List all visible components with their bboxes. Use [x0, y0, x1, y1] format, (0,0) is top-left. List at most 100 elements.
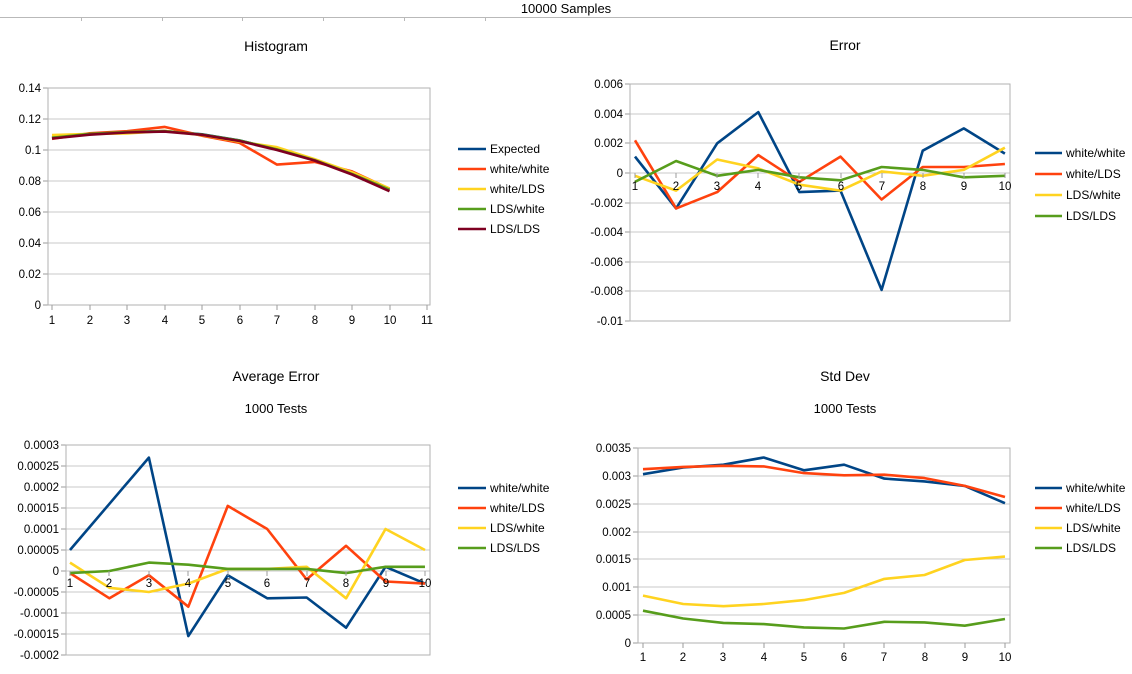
y-axis-label: 0.0005 [596, 610, 631, 622]
plot-border [47, 87, 431, 306]
series-line-white-white [69, 456, 426, 638]
series-line-lds-white [642, 555, 1006, 608]
y-axis-label: 0.00015 [17, 503, 59, 515]
x-axis-label: 7 [304, 578, 310, 590]
y-axis-label: 0.1 [25, 145, 41, 157]
y-axis-label: -0.01 [597, 316, 623, 328]
x-axis-label: 9 [961, 181, 967, 193]
chart-average-error: -0.0002 -0.00015 -0.0001 -0.00005 0 0.00005 0.… [14, 368, 550, 662]
y-axis-label: 0.04 [19, 238, 42, 250]
x-axis-label: 2 [106, 578, 112, 590]
y-axis-label: 0 [625, 638, 631, 650]
x-axis-label: 5 [225, 578, 231, 590]
legend-label: LDS/white [490, 521, 545, 535]
y-axis-label: 0.004 [594, 109, 623, 121]
x-axis-label: 8 [920, 181, 926, 193]
legend-label: LDS/LDS [1066, 209, 1116, 223]
y-axis-label: 0.00025 [17, 461, 59, 473]
y-axis-label: 0.0015 [596, 554, 631, 566]
legend-entry-white-white: white/white [458, 162, 550, 176]
y-axis-label: 0.002 [602, 527, 631, 539]
y-axis-label: -0.00005 [14, 587, 59, 599]
plot-border [629, 83, 1011, 322]
legend-entry-white-lds: white/LDS [1035, 167, 1121, 181]
legend-label: white/white [489, 481, 550, 495]
y-axis-label: -0.0002 [20, 650, 59, 662]
legend-label: white/LDS [489, 182, 545, 196]
legend-entry-white-lds: white/LDS [458, 182, 545, 196]
x-axis-label: 9 [962, 652, 968, 664]
legend-entry-lds-lds: LDS/LDS [458, 222, 540, 236]
legend-entry-white-lds: white/LDS [458, 501, 545, 515]
legend-entry-lds-lds: LDS/LDS [1035, 541, 1116, 555]
y-axis-label: -0.008 [590, 286, 623, 298]
x-axis-label: 5 [801, 652, 807, 664]
y-axis-label: -0.006 [590, 257, 623, 269]
chart-histogram: 0 0.02 0.04 0.06 0.08 0.1 0.12 0.14 1 2 3 4 5 6 7 8 9 10 1… [19, 38, 550, 327]
x-axis-label: 5 [796, 181, 802, 193]
series-line-lds-lds [642, 609, 1006, 630]
chart-subtitle: 1000 Tests [814, 401, 877, 416]
legend-label: LDS/white [1066, 521, 1121, 535]
y-axis-label: 0.001 [602, 582, 631, 594]
y-axis-label: 0.12 [19, 114, 41, 126]
x-axis-label: 1 [640, 652, 646, 664]
x-axis-label: 10 [999, 652, 1012, 664]
y-axis-label: -0.004 [590, 227, 623, 239]
x-axis-label: 8 [312, 315, 318, 327]
chart-std-dev: 0 0.0005 0.001 0.0015 0.002 0.0025 0.003 0.0035… [596, 368, 1126, 664]
x-axis-label: 3 [124, 315, 130, 327]
y-axis-label: 0.0025 [596, 499, 631, 511]
x-axis-label: 9 [383, 578, 389, 590]
series-line-white-lds [642, 464, 1006, 499]
y-axis-label: 0.14 [19, 83, 42, 95]
x-axis-label: 8 [922, 652, 928, 664]
x-axis-label: 8 [343, 578, 349, 590]
chart-title: Error [829, 37, 860, 53]
y-axis-label: -0.002 [590, 198, 623, 210]
legend-label: white/white [1065, 481, 1126, 495]
series-line-lds-lds [69, 561, 425, 575]
x-axis-label: 9 [349, 315, 355, 327]
x-axis-label: 3 [146, 578, 152, 590]
x-axis-label: 4 [755, 181, 762, 193]
x-axis-label: 4 [162, 315, 169, 327]
column-border-tick [404, 18, 405, 21]
x-axis-label: 5 [199, 315, 205, 327]
y-axis-label: 0.0002 [24, 482, 59, 494]
y-axis-label: 0.003 [602, 471, 631, 483]
legend-entry-lds-white: LDS/white [1035, 188, 1121, 202]
plot-border [65, 444, 431, 656]
legend-entry-lds-white: LDS/white [458, 202, 545, 216]
y-axis-label: 0.006 [594, 79, 623, 91]
y-axis-label: 0.06 [19, 207, 41, 219]
x-axis-label: 6 [838, 181, 844, 193]
legend-label: LDS/white [490, 202, 545, 216]
legend-entry-white-white: white/white [458, 481, 550, 495]
chart-title: Std Dev [820, 368, 870, 384]
y-axis-label: 0.002 [594, 138, 623, 150]
y-axis-label: 0.0001 [24, 524, 59, 536]
x-axis-label: 3 [720, 652, 726, 664]
legend-label: white/white [489, 162, 550, 176]
y-axis-label: -0.00015 [14, 629, 59, 641]
legend-label: white/white [1065, 146, 1126, 160]
x-axis-label: 1 [49, 315, 55, 327]
series-line-white-lds [51, 129, 391, 190]
y-axis-label: 0 [53, 566, 59, 578]
sheet-row-border [0, 17, 1132, 18]
x-axis-label: 10 [384, 315, 397, 327]
x-axis-label: 3 [714, 181, 720, 193]
legend-label: white/LDS [1065, 501, 1121, 515]
legend-label: white/LDS [489, 501, 545, 515]
column-border-tick [242, 18, 243, 21]
legend-entry-lds-lds: LDS/LDS [1035, 209, 1116, 223]
x-axis-label: 10 [999, 181, 1012, 193]
chart-subtitle: 1000 Tests [245, 401, 308, 416]
y-axis-label: 0.02 [19, 269, 41, 281]
legend-entry-lds-lds: LDS/LDS [458, 541, 540, 555]
x-axis-label: 1 [632, 181, 638, 193]
y-axis-label: 0.0035 [596, 443, 631, 455]
